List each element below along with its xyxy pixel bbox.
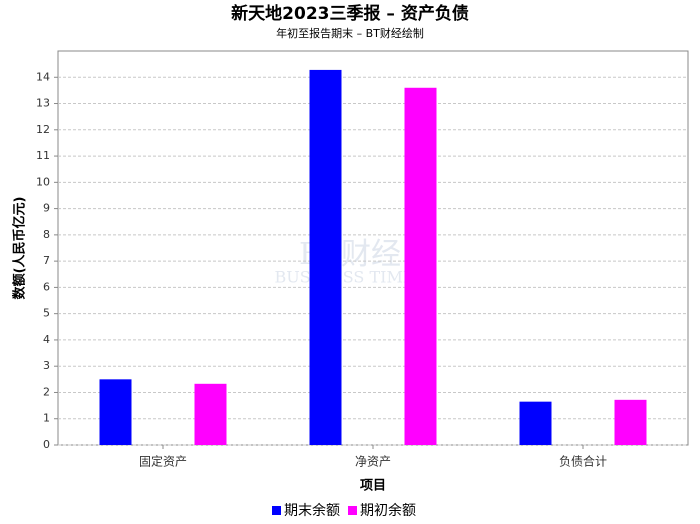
y-axis-label: 数额(人民币亿元) (12, 197, 28, 300)
legend-label: 期初余额 (360, 502, 416, 519)
y-tick-label: 9 (43, 202, 50, 215)
legend-label: 期末余额 (284, 502, 340, 519)
y-tick-label: 4 (43, 333, 50, 346)
y-tick-label: 11 (36, 149, 50, 162)
y-tick-label: 2 (43, 385, 50, 398)
bar (194, 383, 227, 445)
y-tick-label: 14 (36, 70, 50, 83)
y-tick-label: 13 (36, 97, 50, 110)
y-tick-label: 1 (43, 412, 50, 425)
bar (519, 401, 552, 445)
y-tick-label: 5 (43, 307, 50, 320)
y-tick-label: 6 (43, 280, 50, 293)
legend-swatch (348, 506, 357, 515)
bar (99, 379, 132, 445)
x-tick-label: 净资产 (355, 455, 391, 469)
y-tick-label: 7 (43, 254, 50, 267)
x-tick-label: 负债合计 (559, 454, 607, 469)
y-tick-label: 12 (36, 123, 50, 136)
y-tick-label: 0 (43, 438, 50, 451)
chart-title: 新天地2023三季报 – 资产负债 (231, 3, 469, 24)
x-tick-label: 固定资产 (139, 454, 187, 469)
watermark: BUSINESS TIMES (275, 268, 426, 287)
bar (309, 69, 342, 446)
chart-subtitle: 年初至报告期末 – BT财经绘制 (276, 26, 424, 40)
bar (614, 399, 647, 445)
x-axis-label: 项目 (360, 479, 386, 494)
bar (404, 87, 437, 446)
y-tick-label: 10 (36, 175, 50, 188)
y-tick-label: 8 (43, 228, 50, 241)
y-tick-label: 3 (43, 359, 50, 372)
legend-swatch (272, 506, 281, 515)
plot-area (57, 50, 689, 446)
